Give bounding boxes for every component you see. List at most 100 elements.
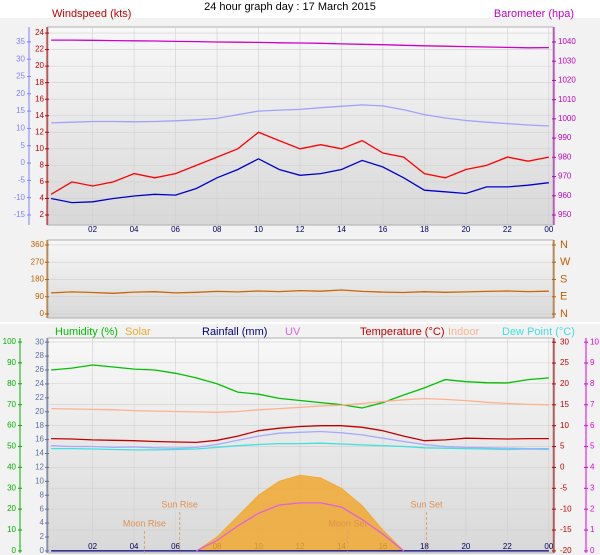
- y-tick-label: W: [560, 256, 571, 268]
- y-tick-label: 180: [31, 275, 45, 284]
- y-tick-label: -15: [560, 525, 572, 534]
- y-tick-label: 80: [7, 379, 16, 388]
- annotation: Moon Rise: [123, 518, 166, 528]
- y-tick-label: 28: [35, 351, 44, 360]
- y-tick-label: 6: [40, 177, 45, 186]
- y-tick-label: 4: [40, 194, 45, 203]
- y-tick-label: 6: [40, 504, 45, 513]
- series-line: [51, 442, 549, 451]
- x-tick-label: 02: [88, 542, 97, 551]
- y-tick-label: 9: [590, 358, 595, 367]
- x-tick-label: 02: [88, 225, 97, 234]
- axis-title: Barometer (hpa): [494, 8, 574, 20]
- y-tick-label: 2: [590, 504, 595, 513]
- y-tick-label: 0: [12, 546, 17, 555]
- y-tick-label: 40: [7, 462, 16, 471]
- y-tick-label: 15: [560, 400, 569, 409]
- plot-area: [47, 26, 554, 226]
- series-line: [51, 430, 549, 450]
- x-tick-label: 06: [171, 542, 180, 551]
- y-tick-label: 10: [560, 421, 569, 430]
- y-tick-label: 22: [35, 45, 44, 54]
- chart-title: 24 hour graph day : 17 March 2015: [204, 1, 376, 13]
- y-tick-label: 14: [35, 111, 44, 120]
- x-tick-label: 08: [213, 225, 222, 234]
- y-tick-label: 20: [7, 504, 16, 513]
- y-tick-label: S: [560, 273, 567, 285]
- series-line: [51, 364, 549, 409]
- y-tick-label: 8: [40, 490, 45, 499]
- series-line: [51, 39, 549, 49]
- y-tick-label: 1020: [558, 76, 576, 85]
- y-tick-label: 30: [7, 483, 16, 492]
- y-tick-label: 10: [35, 476, 44, 485]
- legend-entry: Temperature (°C): [360, 326, 444, 338]
- y-tick-label: 30: [16, 54, 25, 63]
- y-tick-label: 90: [35, 292, 44, 301]
- y-tick-label: 30: [35, 337, 44, 346]
- y-tick-label: 60: [7, 421, 16, 430]
- y-tick-label: 0: [40, 309, 45, 318]
- y-tick-label: 18: [35, 421, 44, 430]
- y-tick-label: 1030: [558, 56, 576, 65]
- x-tick-label: 06: [171, 225, 180, 234]
- y-tick-label: -15: [13, 210, 25, 219]
- y-tick-label: 12: [35, 463, 44, 472]
- y-tick-label: 35: [16, 37, 25, 46]
- series-line: [51, 289, 549, 294]
- y-tick-label: 24: [35, 28, 44, 37]
- plot-area: [47, 239, 554, 319]
- y-tick-label: 15: [16, 106, 25, 115]
- y-tick-label: -20: [560, 546, 572, 555]
- y-tick-label: 24: [35, 379, 44, 388]
- y-tick-label: 8: [590, 379, 595, 388]
- y-tick-label: 10: [35, 144, 44, 153]
- legend-entry: Humidity (%): [55, 326, 118, 338]
- y-tick-label: -10: [560, 504, 572, 513]
- y-tick-label: 0: [560, 463, 565, 472]
- y-tick-label: 960: [558, 191, 572, 200]
- y-tick-label: 970: [558, 172, 572, 181]
- y-tick-label: 50: [7, 442, 16, 451]
- x-tick-label: 00: [544, 542, 553, 551]
- x-tick-label: 22: [503, 225, 512, 234]
- y-tick-label: 0: [21, 158, 26, 167]
- y-tick-label: -10: [13, 193, 25, 202]
- y-tick-label: 3: [590, 483, 595, 492]
- y-tick-label: 14: [35, 449, 44, 458]
- y-tick-label: 4: [590, 463, 595, 472]
- axis-title: Windspeed (kts): [52, 8, 131, 20]
- y-tick-label: 10: [7, 525, 16, 534]
- legend-entry: Indoor: [448, 326, 480, 338]
- y-tick-label: 22: [35, 393, 44, 402]
- y-tick-label: 18: [35, 78, 44, 87]
- y-tick-label: 4: [40, 518, 45, 527]
- y-tick-label: 990: [558, 133, 572, 142]
- y-tick-label: 20: [16, 89, 25, 98]
- series-line: [51, 397, 549, 413]
- series-line: [51, 425, 549, 444]
- x-tick-label: 04: [130, 225, 139, 234]
- y-tick-label: 5: [21, 141, 26, 150]
- series-line: [50, 131, 550, 195]
- y-tick-label: 2: [40, 532, 45, 541]
- y-tick-label: N: [560, 308, 568, 320]
- legend-entry: Dew Point (°C): [502, 326, 575, 338]
- x-tick-label: 22: [503, 542, 512, 551]
- y-tick-label: 70: [7, 400, 16, 409]
- x-tick-label: 18: [420, 542, 429, 551]
- legend-entry: UV: [285, 326, 301, 338]
- annotation: Moon Set: [328, 518, 367, 528]
- legend-entry: Solar: [125, 326, 151, 338]
- x-tick-label: 20: [461, 542, 470, 551]
- y-tick-label: 10: [16, 124, 25, 133]
- y-tick-label: 25: [560, 358, 569, 367]
- x-tick-label: 16: [378, 225, 387, 234]
- y-tick-label: 16: [35, 435, 44, 444]
- annotation: Sun Set: [410, 499, 443, 509]
- y-tick-label: 26: [35, 365, 44, 374]
- x-tick-label: 10: [254, 225, 263, 234]
- x-tick-label: 12: [296, 225, 305, 234]
- y-tick-label: 5: [590, 442, 595, 451]
